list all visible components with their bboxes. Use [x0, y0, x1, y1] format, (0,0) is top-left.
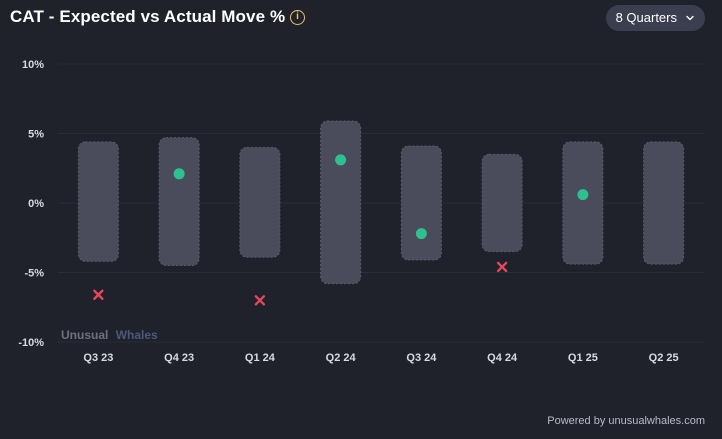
- marker-layer: [93, 154, 589, 306]
- x-tick-label: Q2 24: [326, 352, 357, 364]
- x-tick-label: Q3 24: [406, 352, 437, 364]
- y-tick-label: 10%: [22, 59, 44, 71]
- actual-move-dot[interactable]: [173, 168, 185, 180]
- actual-move-miss-marker[interactable]: [254, 295, 266, 306]
- y-tick-label: 5%: [28, 129, 44, 141]
- grid-layer: [58, 63, 704, 343]
- x-tick-label: Q3 23: [83, 352, 113, 364]
- range-layer: [77, 120, 685, 285]
- x-tick-label: Q1 25: [568, 352, 598, 364]
- x-tick-label: Q2 25: [649, 352, 679, 364]
- quarters-select[interactable]: 8 Quarters: [605, 5, 705, 31]
- expected-range-bar[interactable]: [400, 145, 442, 261]
- x-tick-label: Q4 24: [487, 352, 518, 364]
- y-tick-label: 0%: [28, 198, 44, 210]
- watermark-unusual: Unusual: [61, 328, 108, 342]
- expected-range-bar[interactable]: [481, 153, 523, 253]
- watermark: Unusual Whales: [61, 328, 158, 342]
- expected-range-bar[interactable]: [320, 120, 362, 285]
- chevron-down-icon: [686, 15, 694, 21]
- x-tick-label: Q4 23: [164, 352, 194, 364]
- watermark-whales: Whales: [116, 328, 158, 342]
- info-circle-icon[interactable]: i: [290, 10, 305, 25]
- actual-move-dot[interactable]: [335, 154, 347, 166]
- expected-range-bar[interactable]: [643, 141, 685, 265]
- y-tick-label: -10%: [18, 337, 44, 349]
- y-tick-label: -5%: [24, 268, 44, 280]
- expected-range-bar[interactable]: [562, 141, 604, 265]
- expected-range-bar[interactable]: [77, 141, 119, 262]
- page-title: CAT - Expected vs Actual Move %: [10, 7, 286, 26]
- x-tick-label: Q1 24: [245, 352, 276, 364]
- expected-range-bar[interactable]: [158, 137, 200, 267]
- actual-move-dot[interactable]: [577, 189, 589, 201]
- quarters-select-value: 8 Quarters: [615, 10, 677, 25]
- expected-range-bar[interactable]: [239, 146, 281, 258]
- actual-move-miss-marker[interactable]: [496, 261, 508, 273]
- axis-layer: 10% 5% 0% -5% -10% Q3 23 Q4 23 Q1 24 Q2 24 Q3 24 Q…: [18, 59, 678, 364]
- actual-move-dot[interactable]: [415, 228, 427, 240]
- powered-by[interactable]: Powered by unusualwhales.com: [547, 415, 705, 427]
- actual-move-miss-marker[interactable]: [93, 289, 104, 300]
